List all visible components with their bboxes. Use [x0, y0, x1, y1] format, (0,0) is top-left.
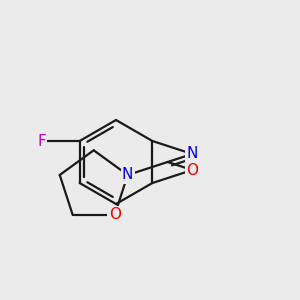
Text: O: O [186, 163, 198, 178]
Text: N: N [122, 167, 134, 182]
Text: F: F [38, 134, 46, 148]
Text: O: O [109, 207, 121, 222]
Text: N: N [187, 146, 198, 161]
